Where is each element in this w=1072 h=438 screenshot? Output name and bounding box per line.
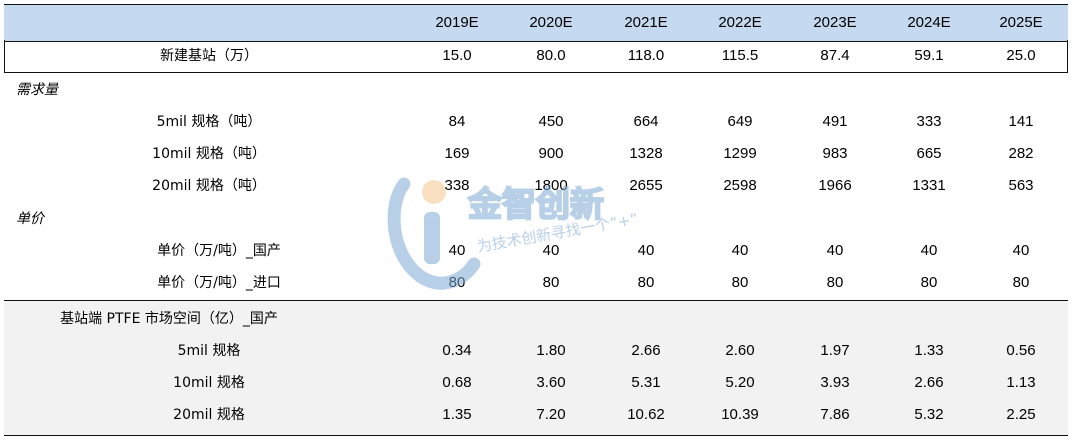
table-row: 10mil 规格（吨） 169 900 1328 1299 983 665 28… bbox=[4, 138, 1068, 170]
table-cell: 25.0 bbox=[1006, 47, 1036, 64]
table-cell: 80 bbox=[448, 274, 466, 291]
table-cell: 7.20 bbox=[536, 406, 566, 423]
table-cell: 1331 bbox=[912, 177, 946, 194]
table-cell: 1.13 bbox=[1006, 374, 1036, 391]
table-cell: 10.39 bbox=[721, 406, 759, 423]
row-label: 10mil 规格（吨） bbox=[152, 146, 266, 162]
row-label: 新建基站（万） bbox=[160, 48, 258, 64]
table-cell: 1.97 bbox=[820, 342, 850, 359]
table-cell: 1299 bbox=[723, 145, 757, 162]
table-row: 10mil 规格 0.68 3.60 5.31 5.20 3.93 2.66 1… bbox=[4, 367, 1068, 399]
row-label: 单价（万/吨）_国产 bbox=[157, 243, 281, 259]
table-cell: 1328 bbox=[629, 145, 663, 162]
row-label: 单价（万/吨）_进口 bbox=[157, 275, 281, 291]
table-cell: 2.66 bbox=[631, 342, 661, 359]
column-header: 2019E bbox=[435, 14, 479, 31]
table-row: 20mil 规格 1.35 7.20 10.62 10.39 7.86 5.32… bbox=[4, 399, 1068, 431]
table-cell: 2655 bbox=[629, 177, 663, 194]
table-cell: 40 bbox=[731, 242, 749, 259]
table-cell: 80 bbox=[542, 274, 560, 291]
table-cell: 1.35 bbox=[442, 406, 472, 423]
table-row: 20mil 规格（吨） 338 1800 2655 2598 1966 1331… bbox=[4, 170, 1068, 202]
table-cell: 3.93 bbox=[820, 374, 850, 391]
table-cell: 3.60 bbox=[536, 374, 566, 391]
table-cell: 118.0 bbox=[627, 47, 665, 64]
table-cell: 80 bbox=[731, 274, 749, 291]
table-cell: 983 bbox=[822, 145, 848, 162]
table-cell: 115.5 bbox=[721, 47, 759, 64]
table-cell: 2.60 bbox=[725, 342, 755, 359]
table-cell: 338 bbox=[444, 177, 470, 194]
section-row: 基站端 PTFE 市场空间（亿）_国产 bbox=[4, 303, 1068, 335]
table-cell: 40 bbox=[637, 242, 655, 259]
section-label-unit-price: 单价 bbox=[16, 211, 44, 227]
table-cell: 1800 bbox=[534, 177, 568, 194]
column-header: 2023E bbox=[813, 14, 857, 31]
row-label: 5mil 规格（吨） bbox=[156, 114, 262, 130]
table-cell: 87.4 bbox=[820, 47, 850, 64]
table-row: 单价（万/吨）_进口 80 80 80 80 80 80 80 bbox=[4, 267, 1068, 299]
table-cell: 5.32 bbox=[914, 406, 944, 423]
table-header: 2019E 2020E 2021E 2022E 2023E 2024E 2025… bbox=[4, 4, 1068, 42]
market-size-section: 基站端 PTFE 市场空间（亿）_国产 5mil 规格 0.34 1.80 2.… bbox=[4, 300, 1068, 436]
column-header: 2025E bbox=[999, 14, 1043, 31]
table-cell: 491 bbox=[822, 113, 848, 130]
table-cell: 900 bbox=[538, 145, 564, 162]
section-row: 需求量 bbox=[4, 74, 1068, 106]
table-cell: 450 bbox=[538, 113, 564, 130]
table-cell: 665 bbox=[916, 145, 942, 162]
table-row: 5mil 规格（吨） 84 450 664 649 491 333 141 bbox=[4, 106, 1068, 138]
row-label: 5mil 规格 bbox=[177, 343, 241, 359]
table-cell: 15.0 bbox=[442, 47, 472, 64]
table-cell: 282 bbox=[1008, 145, 1034, 162]
table-cell: 40 bbox=[448, 242, 466, 259]
table-row: 5mil 规格 0.34 1.80 2.66 2.60 1.97 1.33 0.… bbox=[4, 335, 1068, 367]
table-cell: 80.0 bbox=[536, 47, 566, 64]
table-cell: 2.25 bbox=[1006, 406, 1036, 423]
table-cell: 10.62 bbox=[627, 406, 665, 423]
table-cell: 1966 bbox=[818, 177, 852, 194]
table-cell: 141 bbox=[1008, 113, 1034, 130]
table-cell: 5.20 bbox=[725, 374, 755, 391]
section-label-demand: 需求量 bbox=[16, 82, 58, 98]
table-cell: 0.56 bbox=[1006, 342, 1036, 359]
section-label-market-size: 基站端 PTFE 市场空间（亿）_国产 bbox=[60, 311, 278, 327]
table-cell: 40 bbox=[826, 242, 844, 259]
table-cell: 333 bbox=[916, 113, 942, 130]
left-border bbox=[4, 40, 5, 72]
table-cell: 5.31 bbox=[631, 374, 661, 391]
column-header: 2021E bbox=[624, 14, 668, 31]
row-label: 20mil 规格 bbox=[173, 407, 245, 423]
table-cell: 1.33 bbox=[914, 342, 944, 359]
table-cell: 84 bbox=[448, 113, 466, 130]
table-cell: 0.34 bbox=[442, 342, 472, 359]
table-cell: 649 bbox=[727, 113, 753, 130]
table-cell: 0.68 bbox=[442, 374, 472, 391]
table-cell: 80 bbox=[637, 274, 655, 291]
table-cell: 563 bbox=[1008, 177, 1034, 194]
column-header: 2024E bbox=[907, 14, 951, 31]
right-border bbox=[1067, 40, 1068, 72]
table-cell: 1.80 bbox=[536, 342, 566, 359]
table-cell: 2.66 bbox=[914, 374, 944, 391]
column-header: 2022E bbox=[718, 14, 762, 31]
table-cell: 59.1 bbox=[914, 47, 944, 64]
table-cell: 40 bbox=[1012, 242, 1030, 259]
table-cell: 80 bbox=[1012, 274, 1030, 291]
row-label: 20mil 规格（吨） bbox=[152, 178, 266, 194]
table-cell: 7.86 bbox=[820, 406, 850, 423]
table-row: 新建基站（万） 15.0 80.0 118.0 115.5 87.4 59.1 … bbox=[4, 40, 1068, 73]
table-cell: 80 bbox=[920, 274, 938, 291]
table-cell: 169 bbox=[444, 145, 470, 162]
row-label: 10mil 规格 bbox=[173, 375, 245, 391]
table-cell: 2598 bbox=[723, 177, 757, 194]
column-header: 2020E bbox=[529, 14, 573, 31]
table-row: 单价（万/吨）_国产 40 40 40 40 40 40 40 bbox=[4, 235, 1068, 267]
table-cell: 80 bbox=[826, 274, 844, 291]
table-cell: 664 bbox=[633, 113, 659, 130]
table-cell: 40 bbox=[542, 242, 560, 259]
section-row: 单价 bbox=[4, 203, 1068, 235]
table-cell: 40 bbox=[920, 242, 938, 259]
